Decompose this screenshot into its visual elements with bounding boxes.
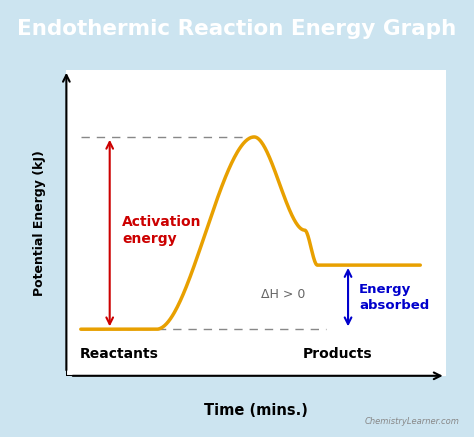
Text: Endothermic Reaction Energy Graph: Endothermic Reaction Energy Graph	[18, 19, 456, 39]
Text: Time (mins.): Time (mins.)	[204, 403, 308, 418]
Text: ΔH > 0: ΔH > 0	[261, 288, 306, 301]
Text: Products: Products	[302, 347, 372, 361]
Text: Reactants: Reactants	[79, 347, 158, 361]
Text: Potential Energy (kJ): Potential Energy (kJ)	[33, 150, 46, 296]
Text: ChemistryLearner.com: ChemistryLearner.com	[365, 417, 460, 426]
Text: Activation
energy: Activation energy	[122, 215, 202, 246]
Text: Energy
absorbed: Energy absorbed	[359, 283, 429, 312]
